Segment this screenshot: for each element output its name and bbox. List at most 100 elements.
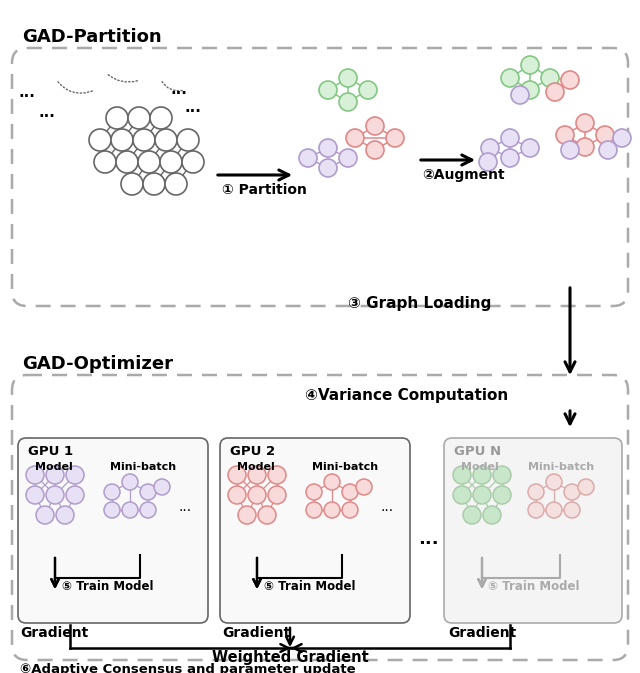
Circle shape bbox=[528, 484, 544, 500]
Circle shape bbox=[366, 141, 384, 159]
Circle shape bbox=[564, 502, 580, 518]
Circle shape bbox=[576, 114, 594, 132]
Circle shape bbox=[546, 474, 562, 490]
Text: GPU N: GPU N bbox=[454, 445, 501, 458]
Circle shape bbox=[238, 506, 256, 524]
Circle shape bbox=[596, 126, 614, 144]
Circle shape bbox=[36, 506, 54, 524]
Circle shape bbox=[26, 466, 44, 484]
Circle shape bbox=[160, 151, 182, 173]
Circle shape bbox=[258, 506, 276, 524]
Text: Gradient: Gradient bbox=[222, 626, 291, 640]
Circle shape bbox=[154, 479, 170, 495]
Circle shape bbox=[479, 153, 497, 171]
Circle shape bbox=[228, 466, 246, 484]
Text: ...: ... bbox=[185, 100, 202, 115]
Text: ...: ... bbox=[18, 85, 35, 100]
Text: ...: ... bbox=[380, 500, 393, 514]
Text: Gradient: Gradient bbox=[448, 626, 516, 640]
Circle shape bbox=[306, 502, 322, 518]
Circle shape bbox=[94, 151, 116, 173]
Circle shape bbox=[521, 139, 539, 157]
Circle shape bbox=[319, 139, 337, 157]
Circle shape bbox=[89, 129, 111, 151]
Circle shape bbox=[155, 129, 177, 151]
Text: ...: ... bbox=[38, 105, 55, 120]
Circle shape bbox=[599, 141, 617, 159]
Text: ...: ... bbox=[178, 500, 191, 514]
Text: ⑤ Train Model: ⑤ Train Model bbox=[264, 580, 355, 593]
Text: ②Augment: ②Augment bbox=[422, 168, 504, 182]
Circle shape bbox=[140, 484, 156, 500]
Text: ⑥Adaptive Consensus and parameter update: ⑥Adaptive Consensus and parameter update bbox=[20, 663, 356, 673]
Circle shape bbox=[366, 117, 384, 135]
Circle shape bbox=[339, 149, 357, 167]
Circle shape bbox=[248, 466, 266, 484]
Circle shape bbox=[46, 486, 64, 504]
Circle shape bbox=[104, 502, 120, 518]
Text: Model: Model bbox=[35, 462, 73, 472]
Circle shape bbox=[564, 484, 580, 500]
Circle shape bbox=[342, 502, 358, 518]
Circle shape bbox=[521, 56, 539, 74]
Text: ...: ... bbox=[170, 82, 187, 97]
Circle shape bbox=[493, 486, 511, 504]
Circle shape bbox=[165, 173, 187, 195]
Circle shape bbox=[481, 139, 499, 157]
Circle shape bbox=[106, 107, 128, 129]
Text: ④Variance Computation: ④Variance Computation bbox=[305, 388, 508, 403]
Circle shape bbox=[576, 138, 594, 156]
FancyBboxPatch shape bbox=[444, 438, 622, 623]
Text: ① Partition: ① Partition bbox=[222, 183, 307, 197]
Circle shape bbox=[501, 129, 519, 147]
Circle shape bbox=[511, 86, 529, 104]
Circle shape bbox=[143, 173, 165, 195]
Circle shape bbox=[268, 466, 286, 484]
Text: Model: Model bbox=[237, 462, 275, 472]
Circle shape bbox=[578, 479, 594, 495]
Circle shape bbox=[299, 149, 317, 167]
Circle shape bbox=[546, 502, 562, 518]
Circle shape bbox=[528, 502, 544, 518]
Circle shape bbox=[561, 141, 579, 159]
Circle shape bbox=[122, 474, 138, 490]
Circle shape bbox=[493, 466, 511, 484]
Text: GPU 2: GPU 2 bbox=[230, 445, 275, 458]
Circle shape bbox=[346, 129, 364, 147]
Circle shape bbox=[56, 506, 74, 524]
Circle shape bbox=[133, 129, 155, 151]
Circle shape bbox=[228, 486, 246, 504]
Circle shape bbox=[26, 486, 44, 504]
Circle shape bbox=[453, 466, 471, 484]
Circle shape bbox=[319, 81, 337, 99]
Circle shape bbox=[483, 506, 501, 524]
Text: GAD-Partition: GAD-Partition bbox=[22, 28, 162, 46]
Text: ⑤ Train Model: ⑤ Train Model bbox=[488, 580, 579, 593]
Circle shape bbox=[248, 486, 266, 504]
Circle shape bbox=[339, 69, 357, 87]
Circle shape bbox=[359, 81, 377, 99]
Circle shape bbox=[46, 466, 64, 484]
Text: Mini-batch: Mini-batch bbox=[110, 462, 176, 472]
Circle shape bbox=[140, 502, 156, 518]
Text: GAD-Optimizer: GAD-Optimizer bbox=[22, 355, 173, 373]
FancyBboxPatch shape bbox=[220, 438, 410, 623]
Text: Mini-batch: Mini-batch bbox=[528, 462, 594, 472]
Text: ③ Graph Loading: ③ Graph Loading bbox=[348, 296, 492, 311]
FancyBboxPatch shape bbox=[18, 438, 208, 623]
Circle shape bbox=[521, 81, 539, 99]
Circle shape bbox=[546, 83, 564, 101]
Circle shape bbox=[111, 129, 133, 151]
Circle shape bbox=[182, 151, 204, 173]
Circle shape bbox=[324, 474, 340, 490]
Circle shape bbox=[177, 129, 199, 151]
Circle shape bbox=[66, 466, 84, 484]
Circle shape bbox=[556, 126, 574, 144]
Circle shape bbox=[541, 69, 559, 87]
Circle shape bbox=[128, 107, 150, 129]
Circle shape bbox=[138, 151, 160, 173]
Circle shape bbox=[319, 159, 337, 177]
Text: Weighted Gradient: Weighted Gradient bbox=[212, 650, 369, 665]
Circle shape bbox=[501, 149, 519, 167]
Circle shape bbox=[122, 502, 138, 518]
